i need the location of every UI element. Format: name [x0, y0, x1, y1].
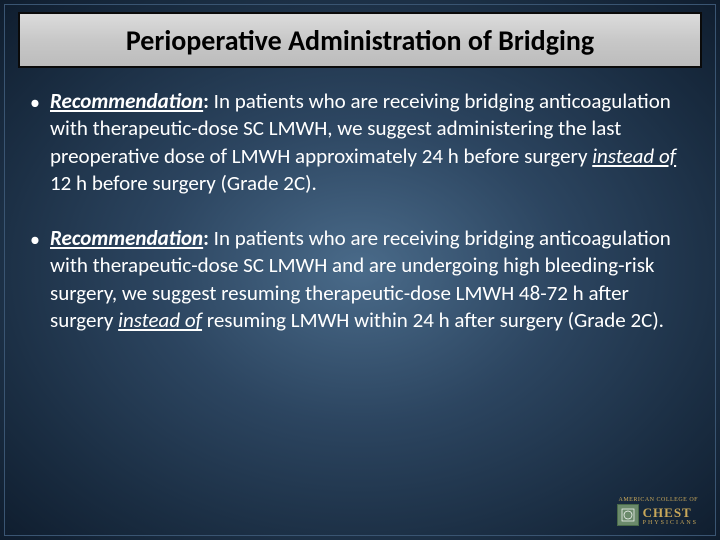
bullet-body: Recommendation: In patients who are rece… — [50, 225, 690, 334]
logo-text-left: AMERICAN COLLEGE OF CHEST PHYSICIANS — [617, 497, 698, 526]
bullet-item: • Recommendation: In patients who are re… — [30, 225, 690, 334]
recommendation-colon: : — [203, 88, 214, 114]
bullet-text-post: 12 h before surgery (Grade 2C). — [50, 170, 317, 196]
bullet-body: Recommendation: In patients who are rece… — [50, 88, 690, 197]
content-area: • Recommendation: In patients who are re… — [30, 88, 690, 362]
bullet-emphasis: instead of — [118, 307, 202, 333]
bullet-marker: • — [30, 88, 50, 197]
chest-icon — [621, 508, 635, 522]
logo-sub-text: PHYSICIANS — [643, 520, 698, 526]
title-bar: Perioperative Administration of Bridging — [18, 12, 702, 68]
footer-logo: AMERICAN COLLEGE OF CHEST PHYSICIANS — [617, 497, 698, 526]
bullet-item: • Recommendation: In patients who are re… — [30, 88, 690, 197]
bullet-marker: • — [30, 225, 50, 334]
logo-main-stack: CHEST PHYSICIANS — [643, 505, 698, 526]
bullet-text-post: resuming LMWH within 24 h after surgery … — [202, 307, 664, 333]
logo-icon — [617, 504, 639, 526]
recommendation-colon: : — [203, 225, 214, 251]
logo-main-text: CHEST — [643, 505, 698, 521]
logo-smalltext: AMERICAN COLLEGE OF — [617, 497, 698, 504]
bullet-emphasis: instead of — [592, 143, 676, 169]
recommendation-label: Recommendation — [50, 225, 203, 251]
recommendation-label: Recommendation — [50, 88, 203, 114]
slide-title: Perioperative Administration of Bridging — [126, 23, 594, 58]
